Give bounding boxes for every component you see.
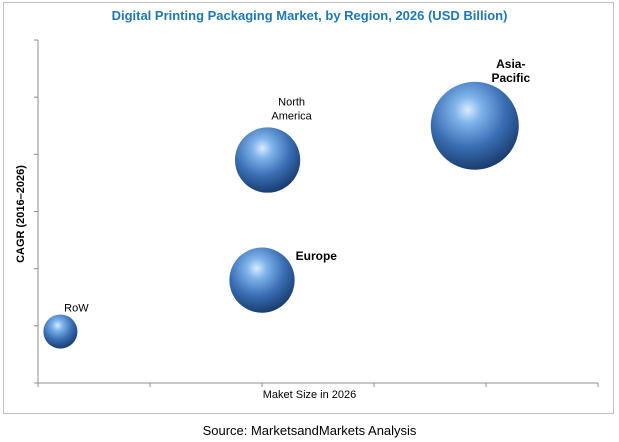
bubble-label: North America (271, 96, 312, 122)
bubble-asiapacific (430, 81, 519, 170)
y-axis-label: CAGR (2016–2026) (15, 165, 27, 263)
x-axis-label: Maket Size in 2026 (262, 389, 357, 401)
bubble-northamerica (234, 127, 301, 193)
bubble-label: RoW (64, 303, 89, 315)
source-note: Source: MarketsandMarkets Analysis (202, 423, 417, 438)
bubble-row (43, 314, 78, 349)
bubble-label: Europe (296, 249, 338, 263)
bubble-label: Asia-Pacific (491, 57, 530, 85)
axes (34, 39, 599, 387)
chart-title: Digital Printing Packaging Market, by Re… (111, 8, 508, 23)
bubble-europe (229, 247, 295, 313)
bubbles: Asia-Pacific North America Europe RoW (43, 57, 530, 349)
chart-frame (3, 2, 614, 414)
